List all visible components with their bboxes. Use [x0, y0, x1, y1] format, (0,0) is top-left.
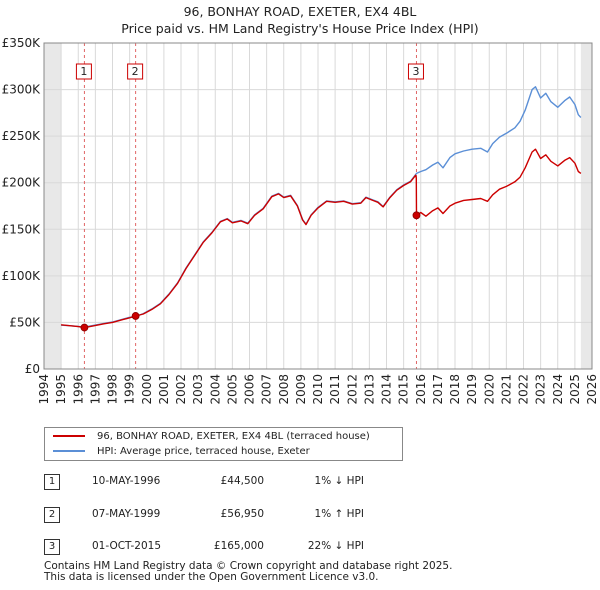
- x-tick-label: 2004: [208, 374, 222, 405]
- sale-marker: [131, 312, 140, 320]
- transaction-price: £165,000: [213, 540, 264, 552]
- y-tick-label: £0: [25, 362, 40, 376]
- sale-label-box: [75, 63, 92, 80]
- transaction-hpi-diff: 1% ↑ HPI: [314, 508, 364, 520]
- y-tick-label: £250K: [2, 129, 42, 143]
- transaction-price: £44,500: [220, 475, 264, 487]
- sale-label-text: 2: [132, 65, 139, 78]
- x-tick-label: 2008: [277, 374, 291, 405]
- transaction-date: 10-MAY-1996: [92, 475, 161, 487]
- x-tick-label: 2009: [294, 374, 308, 405]
- x-tick-label: 1997: [88, 374, 102, 405]
- transaction-hpi-diff: 1% ↓ HPI: [314, 475, 364, 487]
- x-tick-label: 2022: [517, 374, 531, 405]
- transaction-row: 2 07-MAY-1999 £56,950 1% ↑ HPI: [44, 507, 444, 523]
- x-tick-label: 2024: [551, 374, 565, 405]
- transaction-price: £56,950: [220, 508, 264, 520]
- sale-label-box: [127, 63, 144, 80]
- x-tick-label: 2023: [534, 374, 548, 405]
- legend-swatch-hpi: [53, 450, 85, 452]
- title-line-2: Price paid vs. HM Land Registry's House …: [121, 21, 479, 36]
- price-paid-line: [61, 148, 582, 329]
- shaded-range: [580, 43, 592, 369]
- y-tick-label: £150K: [2, 222, 42, 236]
- legend-item-property: 96, BONHAY ROAD, EXETER, EX4 4BL (terrac…: [53, 429, 370, 443]
- x-tick-label: 2014: [380, 374, 394, 405]
- footer-attribution: Contains HM Land Registry data © Crown c…: [44, 561, 452, 583]
- x-tick-label: 2013: [362, 374, 376, 405]
- legend-label-hpi: HPI: Average price, terraced house, Exet…: [97, 445, 310, 457]
- shaded-range: [44, 43, 62, 369]
- y-tick-label: £100K: [2, 269, 42, 283]
- x-tick-label: 2017: [431, 374, 445, 405]
- legend-item-hpi: HPI: Average price, terraced house, Exet…: [53, 444, 310, 458]
- sale-label-text: 1: [80, 65, 87, 78]
- transaction-number: 2: [44, 507, 60, 523]
- x-tick-label: 2007: [260, 374, 274, 405]
- x-tick-label: 2026: [585, 374, 599, 405]
- transaction-date: 07-MAY-1999: [92, 508, 161, 520]
- transaction-row: 3 01-OCT-2015 £165,000 22% ↓ HPI: [44, 539, 444, 555]
- x-tick-label: 2006: [243, 374, 257, 405]
- x-tick-label: 2005: [225, 374, 239, 405]
- x-tick-label: 2021: [499, 374, 513, 405]
- footer-line-2: This data is licensed under the Open Gov…: [44, 571, 379, 583]
- legend-label-property: 96, BONHAY ROAD, EXETER, EX4 4BL (terrac…: [97, 430, 370, 442]
- legend-swatch-property: [53, 435, 85, 437]
- y-tick-label: £200K: [2, 176, 42, 190]
- transaction-date: 01-OCT-2015: [92, 540, 161, 552]
- sale-label-text: 3: [412, 65, 419, 78]
- x-tick-label: 2011: [328, 374, 342, 405]
- x-tick-label: 2001: [157, 374, 171, 405]
- x-tick-label: 2000: [140, 374, 154, 405]
- x-tick-label: 2003: [191, 374, 205, 405]
- transaction-number: 1: [44, 474, 60, 490]
- sale-label-box: [407, 63, 424, 80]
- x-tick-label: 1996: [71, 374, 85, 405]
- x-tick-label: 2020: [482, 374, 496, 405]
- x-tick-label: 2015: [397, 374, 411, 405]
- transaction-hpi-diff: 22% ↓ HPI: [307, 540, 364, 552]
- plot-frame: [43, 42, 593, 370]
- y-tick-label: £300K: [2, 83, 42, 97]
- x-tick-label: 1994: [37, 374, 51, 405]
- y-tick-label: £50K: [9, 315, 41, 329]
- x-tick-label: 2018: [448, 374, 462, 405]
- x-tick-label: 2012: [345, 374, 359, 405]
- title-line-1: 96, BONHAY ROAD, EXETER, EX4 4BL: [183, 4, 417, 19]
- chart-title: 96, BONHAY ROAD, EXETER, EX4 4BL Price p…: [0, 3, 600, 37]
- footer-line-1: Contains HM Land Registry data © Crown c…: [44, 560, 453, 572]
- x-tick-label: 2002: [174, 374, 188, 405]
- y-tick-label: £350K: [2, 36, 42, 50]
- x-tick-label: 2025: [568, 374, 582, 405]
- sale-marker: [80, 323, 89, 332]
- chart-legend: 96, BONHAY ROAD, EXETER, EX4 4BL (terrac…: [44, 427, 403, 461]
- price-chart: 1 2 3 £0 £50K £100K £150K £200K £250K £300K £350K…: [2, 36, 599, 405]
- x-tick-label: 1995: [54, 374, 68, 405]
- transaction-row: 1 10-MAY-1996 £44,500 1% ↓ HPI: [44, 474, 444, 490]
- x-tick-label: 2016: [414, 374, 428, 405]
- x-tick-label: 2019: [465, 374, 479, 405]
- sale-marker: [412, 211, 421, 220]
- x-tick-label: 1999: [123, 374, 137, 405]
- x-tick-label: 2010: [311, 374, 325, 405]
- x-tick-label: 1998: [106, 374, 120, 405]
- transaction-number: 3: [44, 539, 60, 555]
